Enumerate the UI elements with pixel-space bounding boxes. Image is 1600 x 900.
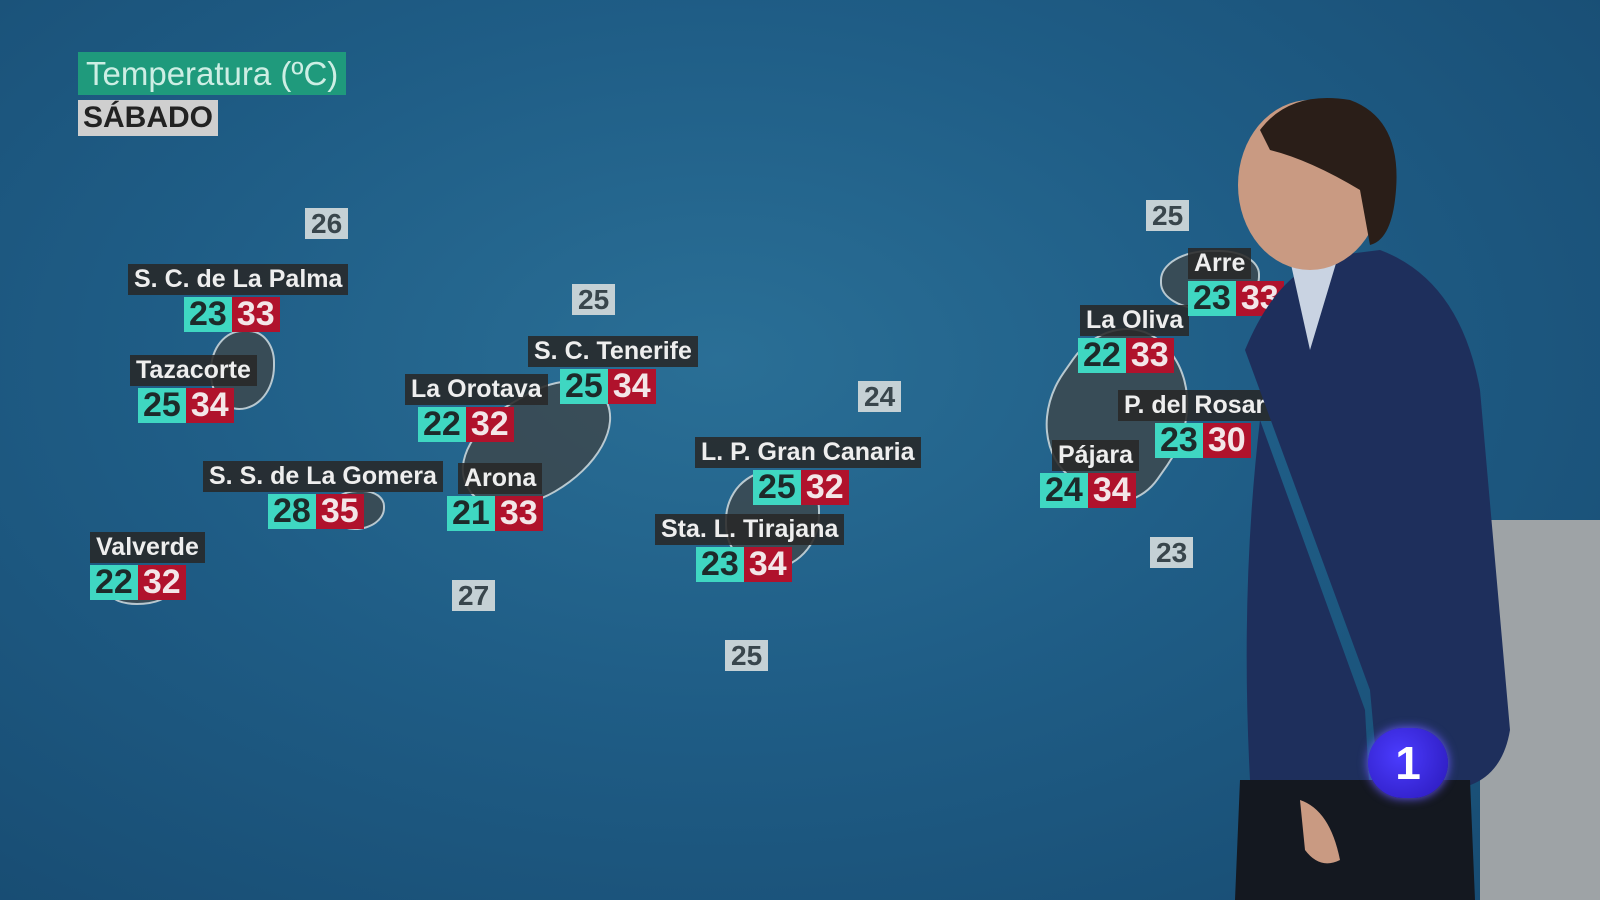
max-temp: 32 <box>800 470 849 505</box>
city-label: Arona 21 33 <box>447 463 543 531</box>
city-name: Tazacorte <box>130 355 257 386</box>
sea-temp: 25 <box>725 640 769 671</box>
city-label: La Orotava 22 32 <box>405 374 548 442</box>
max-temp: 33 <box>1125 338 1174 373</box>
max-temp: 32 <box>465 407 514 442</box>
min-temp: 25 <box>560 369 608 404</box>
city-label: Tazacorte 25 34 <box>130 355 257 423</box>
city-label: P. del Rosar 23 30 <box>1118 390 1272 458</box>
city-name: Arre <box>1188 248 1252 279</box>
min-temp: 22 <box>1078 338 1126 373</box>
min-temp: 23 <box>1155 423 1203 458</box>
max-temp: 34 <box>1087 473 1136 508</box>
sea-temp: 23 <box>1150 537 1194 568</box>
max-temp: 30 <box>1202 423 1251 458</box>
city-label: Pájara 24 34 <box>1040 440 1140 508</box>
map-title: Temperatura (ºC) <box>78 52 347 95</box>
city-label: S. S. de La Gomera 28 35 <box>203 461 443 529</box>
city-label: Sta. L. Tirajana 23 34 <box>655 514 845 582</box>
sea-temp: 25 <box>1146 200 1190 231</box>
day-label: SÁBADO <box>78 100 219 136</box>
min-temp: 28 <box>268 494 316 529</box>
city-name: Valverde <box>90 532 205 563</box>
max-temp: 34 <box>185 388 234 423</box>
city-name: Sta. L. Tirajana <box>655 514 845 545</box>
min-temp: 23 <box>184 297 232 332</box>
min-temp: 22 <box>418 407 466 442</box>
channel-logo: 1 <box>1368 728 1448 798</box>
max-temp: 34 <box>607 369 656 404</box>
min-temp: 22 <box>90 565 138 600</box>
city-label: S. C. Tenerife 25 34 <box>528 336 698 404</box>
sea-temp: 26 <box>305 208 349 239</box>
sea-temp: 27 <box>452 580 496 611</box>
city-label: Valverde 22 32 <box>90 532 205 600</box>
presenter <box>1235 98 1510 900</box>
city-label: Arre 23 33 <box>1188 248 1284 316</box>
min-temp: 21 <box>447 496 495 531</box>
max-temp: 34 <box>743 547 792 582</box>
city-name: La Orotava <box>405 374 548 405</box>
city-label: S. C. de La Palma 23 33 <box>128 264 349 332</box>
min-temp: 23 <box>696 547 744 582</box>
city-label: La Oliva 22 33 <box>1078 305 1190 373</box>
city-name: Arona <box>458 463 543 494</box>
sea-temp: 25 <box>572 284 616 315</box>
min-temp: 25 <box>138 388 186 423</box>
min-temp: 24 <box>1040 473 1088 508</box>
min-temp: 25 <box>753 470 801 505</box>
city-name: L. P. Gran Canaria <box>695 437 921 468</box>
max-temp: 33 <box>231 297 280 332</box>
max-temp: 32 <box>137 565 186 600</box>
max-temp: 35 <box>315 494 364 529</box>
sea-temp: 24 <box>858 381 902 412</box>
city-label: L. P. Gran Canaria 25 32 <box>695 437 921 505</box>
max-temp: 33 <box>494 496 543 531</box>
city-name: Pájara <box>1052 440 1140 471</box>
city-name: S. C. de La Palma <box>128 264 349 295</box>
city-name: S. S. de La Gomera <box>203 461 443 492</box>
city-name: La Oliva <box>1080 305 1190 336</box>
city-name: S. C. Tenerife <box>528 336 698 367</box>
city-name: P. del Rosar <box>1118 390 1272 421</box>
min-temp: 23 <box>1188 281 1236 316</box>
